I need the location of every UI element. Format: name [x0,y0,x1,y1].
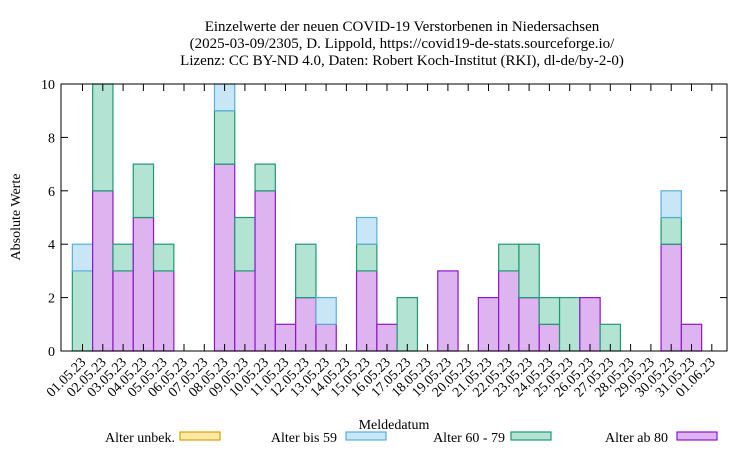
chart-title-line-2: (2025-03-09/2305, D. Lippold, https://co… [190,36,615,52]
bar-alter-ab-80-15.05.23 [355,270,378,352]
bar-alter-ab-80-12.05.23 [295,297,317,352]
legend-label-2: Alter 60 - 79 [433,431,505,446]
y-tick-label: 0 [48,345,55,360]
bar-alter-60-79-24.05.23 [538,297,561,325]
bar-alter-60-79-12.05.23 [295,243,317,299]
bar-alter-bis-59-01.05.23 [71,243,94,272]
chart-title-line-3: Lizenz: CC BY-ND 4.0, Daten: Robert Koch… [180,53,624,69]
bar-alter-60-79-03.05.23 [112,243,134,272]
bar-alter-bis-59-13.05.23 [315,297,337,325]
x-axis-label: Meldedatum [359,418,430,433]
legend-swatch-2 [510,431,552,441]
bar-alter-ab-80-04.05.23 [132,216,155,352]
bar-alter-bis-59-30.05.23 [660,190,682,219]
bar-alter-60-79-09.05.23 [234,216,256,272]
legend-swatch-1 [345,431,387,441]
bar-alter-ab-80-23.05.23 [518,297,540,352]
legend-swatch-3 [676,431,718,441]
y-tick-label: 4 [48,238,55,253]
bar-alter-ab-80-09.05.23 [234,270,256,352]
legend: Alter unbek. Alter bis 59 Alter 60 - 79 Alt… [105,431,718,446]
bar-alter-ab-80-26.05.23 [579,297,601,352]
bar-alter-ab-80-08.05.23 [213,163,236,352]
legend-swatch-0 [179,431,221,441]
bar-alter-ab-80-03.05.23 [112,270,134,352]
y-tick-label: 8 [48,131,55,146]
y-tick-label: 10 [41,78,55,93]
y-tick-label: 2 [48,292,55,307]
y-axis-label: Absolute Werte [9,174,24,261]
plot-frame [60,83,728,352]
bar-alter-60-79-17.05.23 [396,297,419,352]
bar-alter-60-79-15.05.23 [355,243,378,272]
bar-alter-60-79-22.05.23 [498,243,520,272]
bar-alter-ab-80-02.05.23 [92,190,114,352]
bar-alter-60-79-10.05.23 [254,163,276,192]
bar-alter-60-79-30.05.23 [660,216,682,245]
bar-alter-ab-80-30.05.23 [660,243,682,352]
legend-label-3: Alter ab 80 [605,431,668,446]
bar-alter-60-79-08.05.23 [213,110,236,165]
bar-alter-bis-59-15.05.23 [355,216,378,245]
bar-alter-60-79-04.05.23 [132,163,155,219]
chart-title-line-1: Einzelwerte der neuen COVID-19 Verstorbe… [205,19,600,35]
bar-alter-ab-80-22.05.23 [498,270,520,352]
bar-layer [71,83,703,352]
bar-alter-60-79-05.05.23 [152,243,175,272]
bar-alter-ab-80-19.05.23 [437,270,459,352]
legend-label-1: Alter bis 59 [271,431,337,446]
bar-alter-60-79-01.05.23 [71,270,94,352]
bar-alter-60-79-02.05.23 [92,83,114,192]
y-tick-label: 6 [48,185,55,200]
bar-alter-ab-80-21.05.23 [477,297,500,352]
legend-label-0: Alter unbek. [105,431,175,446]
bar-alter-ab-80-10.05.23 [254,190,276,352]
bar-alter-60-79-25.05.23 [558,297,581,352]
bar-alter-60-79-23.05.23 [518,243,540,299]
bar-alter-ab-80-05.05.23 [152,270,175,352]
